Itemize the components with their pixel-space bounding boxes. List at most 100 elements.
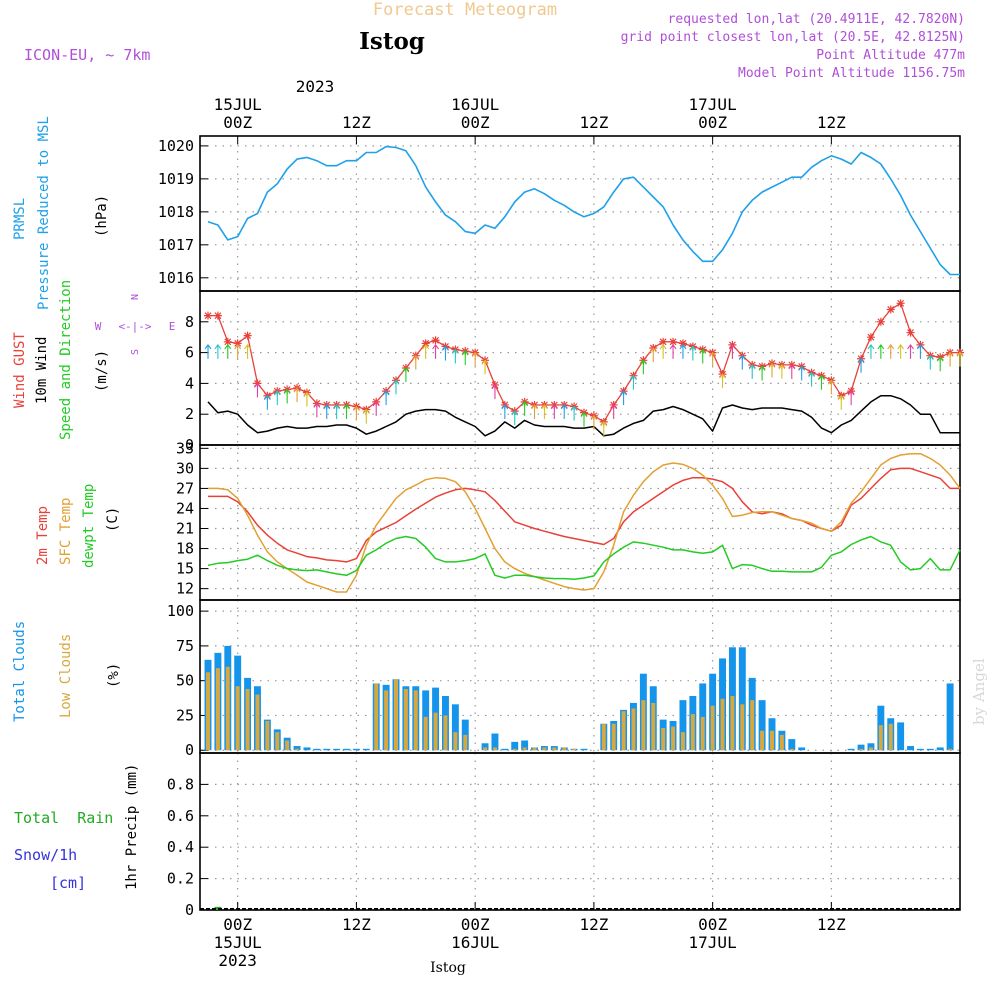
- total-cloud-bar: [481, 743, 489, 751]
- wind-direction-arrow: [333, 404, 341, 419]
- total-cloud-bar: [897, 722, 905, 751]
- y-tick-label: 0: [185, 901, 194, 919]
- wind-direction-arrow: [402, 367, 410, 382]
- wind-direction-arrow: [263, 394, 271, 410]
- wind-direction-arrow: [877, 343, 885, 359]
- bottom-time-label: 12Z: [817, 915, 846, 934]
- low-cloud-bar: [690, 714, 695, 751]
- low-cloud-bar: [789, 748, 794, 751]
- total-cloud-bar: [343, 748, 350, 751]
- low-cloud-bar: [206, 672, 210, 751]
- top-time-label: 12Z: [817, 113, 846, 132]
- low-cloud-bar: [522, 747, 527, 751]
- total-cloud-bar: [916, 748, 924, 751]
- wind-gust-marker: [204, 311, 212, 320]
- wind-gust-marker: [669, 337, 678, 346]
- wind-direction-arrow: [659, 343, 667, 359]
- low-cloud-bar: [868, 747, 873, 751]
- wind-direction-arrow: [738, 354, 746, 370]
- y-tick-label: 25: [176, 706, 194, 724]
- temp-line-1: [208, 467, 960, 563]
- total-cloud-bar: [501, 748, 509, 751]
- panel-frame: [199, 290, 961, 446]
- wind-direction-arrow: [323, 404, 331, 419]
- total-cloud-bar: [798, 747, 806, 751]
- total-cloud-bar: [907, 746, 914, 751]
- temp-labels: 2m Temp SFC Temp dewpt Temp (C): [35, 484, 121, 568]
- y-tick-label: 0.2: [167, 870, 194, 888]
- bottom-time-label: 00Z: [461, 915, 490, 934]
- low-cloud-bar: [641, 700, 646, 751]
- y-tick-label: 30: [176, 459, 194, 477]
- wind-direction-arrow: [639, 359, 647, 375]
- low-cloud-bar: [453, 732, 458, 751]
- pressure-label-1: PRMSL: [12, 198, 28, 240]
- temp-line-2: [208, 452, 961, 593]
- wind-direction-arrow: [432, 343, 440, 359]
- wind-direction-arrow: [580, 411, 588, 427]
- cloud-label-1: Total Clouds: [12, 621, 28, 722]
- wind-direction-arrow: [897, 343, 905, 359]
- low-cloud-bar: [651, 702, 656, 751]
- wind-direction-arrow: [343, 404, 350, 419]
- wind-direction-arrow: [946, 351, 954, 367]
- bottom-year-label: 2023: [218, 951, 257, 970]
- wind-direction-arrow: [728, 343, 736, 359]
- wind-direction-arrow: [620, 390, 628, 406]
- low-cloud-bar: [463, 734, 468, 751]
- low-cloud-bar: [532, 747, 537, 751]
- precip-labels: Total Rain Snow/1h [cm] 1hr Precip (mm): [14, 764, 140, 892]
- temp-label-3: dewpt Temp: [81, 484, 97, 568]
- wind-direction-arrow: [461, 350, 469, 366]
- wind-direction-arrow: [560, 404, 568, 419]
- temp-unit: (C): [105, 507, 121, 532]
- y-tick-label: 27: [176, 479, 194, 497]
- low-cloud-bar: [779, 734, 784, 751]
- point-altitude: Point Altitude 477m: [816, 48, 965, 63]
- y-tick-label: 0.6: [167, 807, 194, 825]
- wind-direction-arrow: [887, 343, 895, 359]
- wind-direction-arrow: [610, 404, 618, 419]
- low-cloud-bar: [384, 690, 389, 751]
- temp-label-2: SFC Temp: [58, 498, 74, 565]
- y-tick-label: 1018: [158, 203, 194, 221]
- wind-gust-marker: [906, 328, 915, 337]
- wind-direction-arrow: [521, 400, 529, 416]
- precip-label-3: [cm]: [50, 874, 86, 892]
- wind-gust-marker: [886, 305, 895, 314]
- wind-direction-arrow: [758, 365, 766, 381]
- wind-direction-arrow: [362, 408, 370, 424]
- wind-direction-arrow: [303, 391, 311, 407]
- wind-direction-arrow: [748, 364, 756, 379]
- low-cloud-bar: [443, 715, 448, 751]
- wind-direction-arrow: [709, 351, 717, 367]
- low-cloud-bar: [720, 698, 725, 751]
- wind-direction-arrow: [719, 373, 726, 389]
- wind-gust-marker: [421, 339, 430, 348]
- top-time-label: 12Z: [342, 113, 371, 132]
- low-cloud-bar: [750, 700, 755, 751]
- total-cloud-bar: [679, 700, 687, 751]
- low-cloud-bar: [295, 748, 300, 751]
- compass-rose: N W <-|-> E S: [95, 294, 176, 355]
- cloud-label-2: Low Clouds: [58, 634, 74, 718]
- wind-gust-marker: [223, 337, 232, 346]
- low-cloud-bar: [285, 740, 290, 751]
- low-cloud-bar: [770, 730, 774, 751]
- y-tick-label: 2: [185, 405, 194, 423]
- pressure-labels: PRMSL Pressure Reduced to MSL (hPa): [12, 116, 110, 310]
- wind-label-1: Wind GUST: [12, 332, 28, 408]
- wind-gust-marker: [243, 331, 252, 340]
- wind-unit: (m/s): [94, 350, 110, 392]
- y-tick-label: 1019: [158, 170, 194, 188]
- low-cloud-bar: [948, 748, 953, 751]
- total-cloud-bar: [738, 647, 746, 751]
- low-cloud-bar: [572, 748, 577, 751]
- wind-direction-arrow: [352, 405, 360, 421]
- pressure-label-2: Pressure Reduced to MSL: [36, 116, 52, 310]
- wind-gust-marker: [659, 337, 668, 346]
- wind-direction-arrow: [570, 405, 578, 421]
- cloud-labels: Total Clouds Low Clouds (%): [12, 621, 122, 722]
- y-tick-label: 0: [185, 436, 194, 454]
- total-cloud-bar: [491, 733, 499, 751]
